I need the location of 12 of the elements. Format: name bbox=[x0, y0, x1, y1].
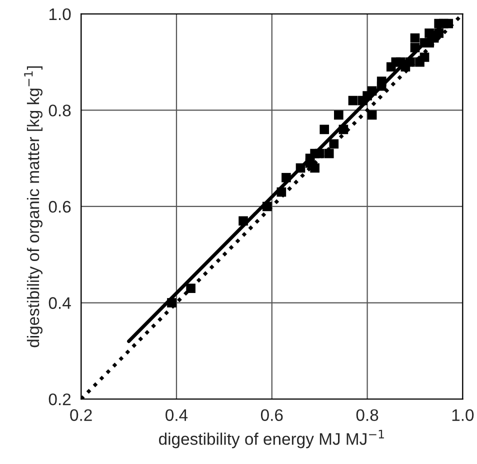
y-tick-label: 0.6 bbox=[48, 200, 71, 213]
x-tick-label: 0.2 bbox=[70, 409, 92, 422]
x-tick-label: 0.6 bbox=[260, 409, 283, 422]
y-axis-title: digestibility of organic matter [kg kg$^{−1}$] bbox=[24, 66, 42, 348]
y-tick-label: 1.0 bbox=[49, 8, 71, 20]
x-tick-label: 1.0 bbox=[452, 409, 474, 422]
x-tick-label: 0.4 bbox=[166, 409, 188, 422]
x-axis-title: digestibility of energy MJ MJ$^{−1}$ bbox=[159, 430, 384, 448]
y-tick-label: 0.4 bbox=[48, 297, 71, 309]
x-tick-label: 0.8 bbox=[356, 409, 378, 422]
y-tick-label: 0.2 bbox=[48, 393, 71, 406]
y-tick-label: 0.8 bbox=[48, 104, 71, 116]
